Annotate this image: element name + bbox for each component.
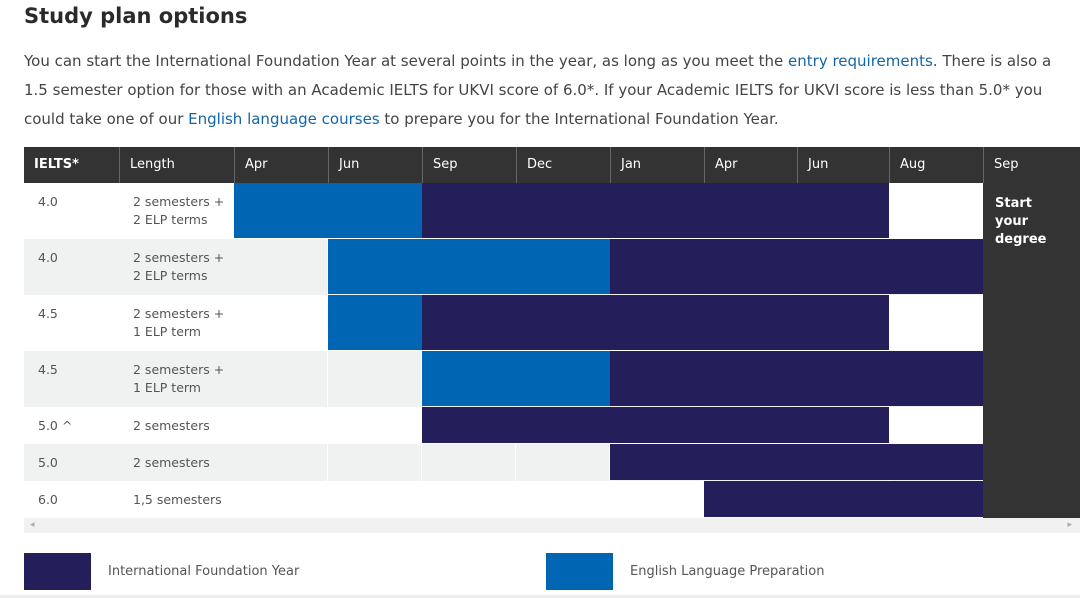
grid-line	[327, 239, 328, 295]
foundation-year-bar	[610, 351, 983, 406]
foundation-year-bar	[422, 183, 889, 238]
grid-line	[703, 481, 704, 518]
grid-line	[327, 407, 328, 444]
table-row: 5.0 2 semesters	[24, 444, 983, 481]
length-cell: 2 semesters + 1 ELP term	[133, 362, 225, 395]
ielts-score-cell: 4.5	[38, 306, 58, 321]
grid-line	[982, 407, 983, 444]
grid-line	[515, 444, 516, 481]
header-cell: Aug	[889, 147, 983, 183]
grid-line	[421, 351, 422, 407]
header-cell: Sep	[422, 147, 516, 183]
grid-line	[982, 183, 983, 239]
foundation-year-bar	[610, 444, 983, 480]
header-cell: Apr	[234, 147, 328, 183]
header-cell: Jan	[610, 147, 704, 183]
grid-line	[327, 295, 328, 351]
scroll-right-arrow-icon[interactable]: ▸	[1067, 520, 1072, 530]
grid-line	[327, 481, 328, 518]
intro-text-3: to prepare you for the International Fou…	[379, 110, 779, 128]
grid-line	[327, 351, 328, 407]
ielts-score-cell: 4.0	[38, 250, 58, 265]
header-cell: IELTS*	[24, 147, 119, 183]
divider	[0, 595, 1080, 598]
ielts-score-cell: 6.0	[38, 492, 58, 507]
length-cell: 2 semesters	[133, 418, 210, 433]
english-prep-bar	[328, 239, 610, 294]
page-title: Study plan options	[24, 4, 248, 28]
grid-line	[982, 295, 983, 351]
english-prep-bar	[422, 351, 610, 406]
table-row: 4.5 2 semesters + 1 ELP term	[24, 351, 983, 407]
length-cell: 1,5 semesters	[133, 492, 222, 507]
header-cell: Jun	[328, 147, 422, 183]
grid-line	[421, 407, 422, 444]
legend-swatch-ifp	[24, 553, 91, 590]
table-row: 5.0 ^ 2 semesters	[24, 407, 983, 444]
ielts-score-cell: 5.0	[38, 455, 58, 470]
ielts-score-cell: 4.5	[38, 362, 58, 377]
header-cell: Dec	[516, 147, 610, 183]
foundation-year-bar	[422, 407, 889, 443]
foundation-year-bar	[610, 239, 983, 294]
horizontal-scrollbar[interactable]: ◂ ▸	[24, 518, 1080, 533]
foundation-year-bar	[704, 481, 983, 517]
length-cell: 2 semesters + 2 ELP terms	[133, 194, 225, 227]
grid-line	[609, 481, 610, 518]
start-degree-column: Start your degree	[983, 183, 1080, 518]
header-cell: Length	[119, 147, 234, 183]
table-row: 6.0 1,5 semesters	[24, 481, 983, 518]
legend-swatch-elp	[546, 553, 613, 590]
length-cell: 2 semesters	[133, 455, 210, 470]
intro-text-2: . There is also a 1.5 semester option fo…	[24, 52, 1052, 128]
scroll-left-arrow-icon[interactable]: ◂	[30, 520, 35, 530]
start-degree-label: Start your degree	[995, 196, 1047, 247]
legend-label-elp: English Language Preparation	[630, 564, 825, 579]
study-plan-table: 6.0 1,5 semesters 5.0 2 semesters 5.0 ^ 2 sem…	[24, 147, 1080, 533]
entry-requirements-link[interactable]: entry requirements	[788, 52, 933, 70]
grid-line	[421, 481, 422, 518]
english-prep-bar	[328, 295, 422, 350]
english-language-courses-link[interactable]: English language courses	[188, 110, 380, 128]
length-cell: 2 semesters + 2 ELP terms	[133, 250, 225, 283]
grid-line	[609, 444, 610, 481]
ielts-score-cell: 5.0 ^	[38, 418, 73, 433]
intro-paragraph: You can start the International Foundati…	[24, 47, 1074, 134]
header-cell: Apr	[704, 147, 797, 183]
header-cell: Jun	[797, 147, 889, 183]
english-prep-bar	[234, 183, 422, 238]
table-row: 4.0 2 semesters + 2 ELP terms	[24, 183, 983, 239]
length-cell: 2 semesters + 1 ELP term	[133, 306, 225, 339]
intro-text-1: You can start the International Foundati…	[24, 52, 789, 70]
header-cell: Sep	[983, 147, 1080, 183]
table-row: 4.0 2 semesters + 2 ELP terms	[24, 239, 983, 295]
grid-line	[515, 481, 516, 518]
ielts-score-cell: 4.0	[38, 194, 58, 209]
grid-line	[421, 444, 422, 481]
foundation-year-bar	[422, 295, 889, 350]
legend-label-ifp: International Foundation Year	[108, 564, 300, 579]
table-row: 4.5 2 semesters + 1 ELP term	[24, 295, 983, 351]
grid-line	[327, 444, 328, 481]
